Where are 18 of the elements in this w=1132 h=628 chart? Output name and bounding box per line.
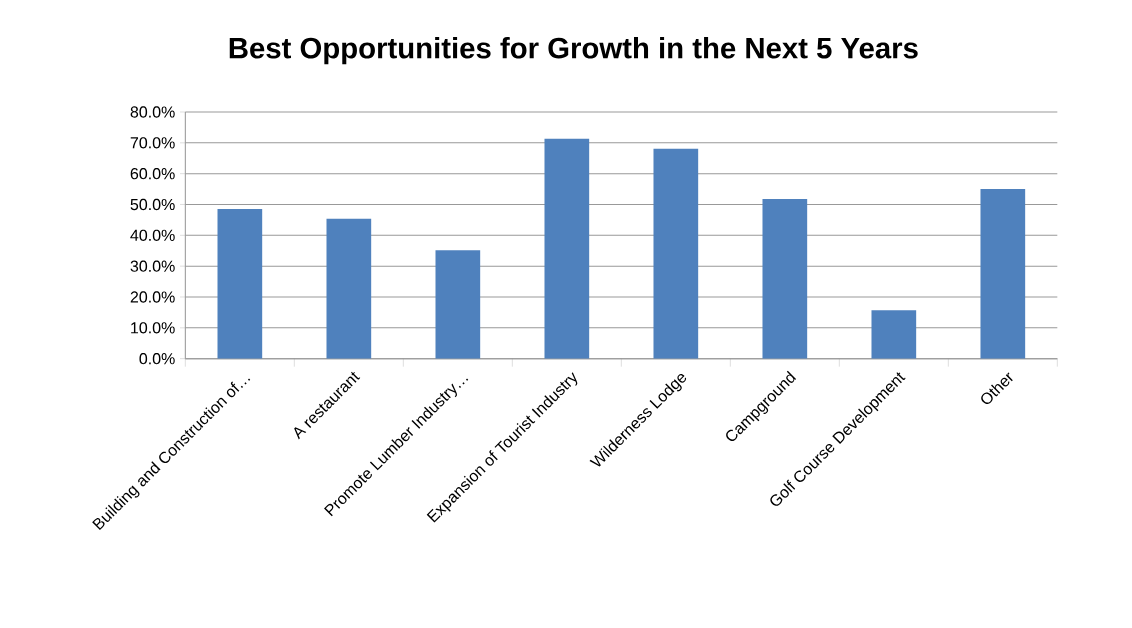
- y-tick-label: 0.0%: [139, 353, 175, 365]
- bar: [326, 218, 372, 359]
- y-tick-label: 40.0%: [130, 229, 175, 241]
- y-tick-label: 30.0%: [130, 260, 175, 272]
- bar: [435, 250, 481, 359]
- y-tick-label: 70.0%: [130, 137, 175, 149]
- bar: [217, 209, 263, 359]
- bar: [762, 198, 808, 359]
- y-tick-label: 10.0%: [131, 322, 175, 334]
- y-tick-label: 50.0%: [130, 198, 175, 211]
- bar: [871, 310, 917, 359]
- bar: [653, 148, 699, 359]
- bar: [980, 189, 1026, 359]
- y-tick-label: 60.0%: [130, 168, 175, 180]
- chart-title: Best Opportunities for Growth in the Next 5 Years: [229, 36, 918, 65]
- y-tick-label: 20.0%: [130, 291, 175, 303]
- bar: [544, 138, 590, 359]
- y-tick-label: 80.0%: [130, 106, 175, 118]
